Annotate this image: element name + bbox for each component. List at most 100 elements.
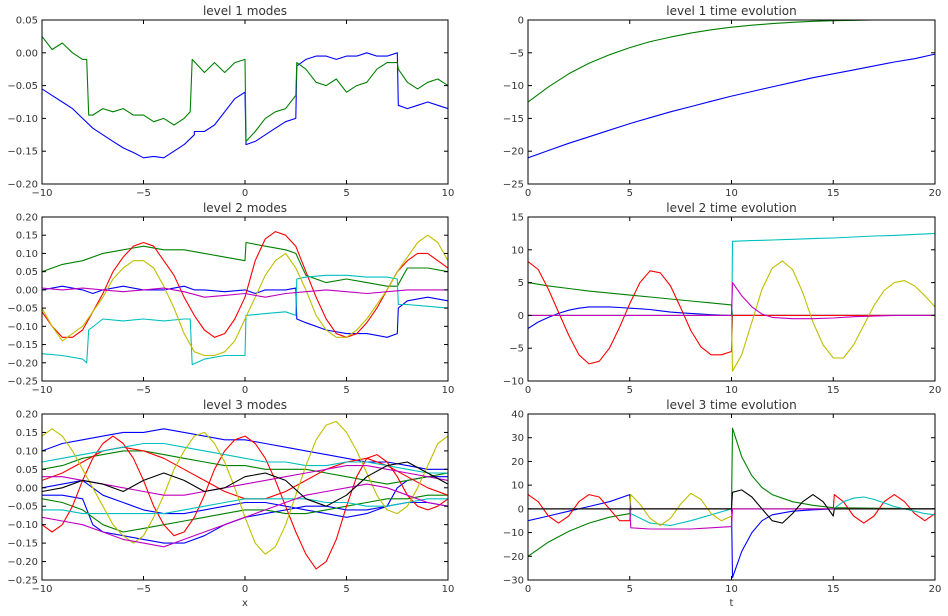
- y-tick-label: 30: [511, 433, 524, 444]
- y-tick-label: 0.05: [16, 465, 38, 476]
- subplot-2: 0 5 10 15 20 −25 −20 −15 −10 −5 0 level 1 time evol…: [503, 4, 941, 199]
- series-line-1: [42, 428, 448, 470]
- y-tick-label: 10: [511, 481, 524, 492]
- subplot-6: 0 5 10 15 20 −30 −20 −10 0 10 20 30 40 level 3 time e…: [503, 398, 941, 609]
- y-tick-label: −25: [503, 180, 524, 191]
- y-tick-label: −0.05: [7, 304, 38, 315]
- y-tick-label: 0: [518, 504, 524, 515]
- series-line-3: [42, 231, 448, 338]
- x-tick-label: 15: [827, 385, 840, 396]
- y-tick-label: −0.15: [7, 147, 38, 158]
- y-tick-label: 0: [518, 16, 524, 27]
- y-tick-label: −10: [503, 81, 524, 92]
- y-tick-label: −20: [503, 552, 524, 563]
- x-tick-label: 10: [725, 188, 738, 199]
- x-tick-label: 20: [929, 584, 942, 595]
- series-line-11: [42, 483, 448, 548]
- x-tick-label: 5: [627, 584, 633, 595]
- subplot-5: −10 −5 0 5 10 −0.25 −0.20 −0.15 −0.10 −0.05 0.00 0.…: [7, 398, 454, 609]
- series-group: [42, 36, 448, 159]
- y-tick-label: −0.10: [7, 520, 38, 531]
- x-tick-label: 10: [442, 584, 455, 595]
- x-tick-label: 15: [827, 584, 840, 595]
- series-group: [528, 232, 935, 372]
- series-line-2: [42, 241, 448, 287]
- subplot-title: level 1 time evolution: [666, 4, 796, 18]
- x-tick-label: 10: [442, 188, 455, 199]
- y-tick-label: 0.10: [16, 249, 38, 260]
- x-tick-label: 15: [827, 188, 840, 199]
- series-group: [42, 231, 448, 366]
- x-tick-label: −10: [31, 584, 52, 595]
- series-line-1: [528, 53, 935, 159]
- series-line-2: [528, 427, 935, 557]
- x-tick-label: 0: [242, 584, 248, 595]
- y-tick-label: −10: [503, 528, 524, 539]
- series-line-1: [42, 285, 448, 338]
- series-line-6: [42, 435, 448, 570]
- y-tick-label: −0.20: [7, 358, 38, 369]
- y-tick-label: −20: [503, 147, 524, 158]
- y-tick-label: −5: [509, 48, 524, 59]
- x-tick-label: 10: [725, 385, 738, 396]
- series-line-12: [42, 465, 448, 496]
- y-tick-label: −15: [503, 114, 524, 125]
- y-tick-label: −0.05: [7, 81, 38, 92]
- subplot-title: level 3 time evolution: [666, 398, 796, 412]
- y-tick-label: −0.25: [7, 377, 38, 388]
- subplot-title: level 3 modes: [203, 398, 287, 412]
- x-tick-label: −5: [136, 385, 151, 396]
- series-line-7: [528, 489, 935, 524]
- x-tick-label: 5: [627, 385, 633, 396]
- x-axis-label: t: [730, 598, 734, 609]
- y-tick-label: −0.20: [7, 180, 38, 191]
- series-line-3: [528, 261, 935, 365]
- x-tick-label: −5: [136, 584, 151, 595]
- subplot-3: −10 −5 0 5 10 −0.25 −0.20 −0.15 −0.10 −0.05 0.00 0.…: [7, 201, 454, 396]
- y-tick-label: −0.20: [7, 557, 38, 568]
- series-line-3: [42, 479, 448, 518]
- x-tick-label: −10: [31, 385, 52, 396]
- y-tick-label: 0.00: [16, 285, 38, 296]
- series-line-6: [42, 287, 448, 298]
- y-tick-label: 40: [511, 410, 524, 421]
- x-tick-label: 5: [343, 385, 349, 396]
- series-line-1: [528, 494, 935, 579]
- y-tick-label: 0.20: [16, 410, 38, 421]
- y-tick-label: 0.00: [16, 48, 38, 59]
- series-group: [528, 427, 935, 579]
- y-tick-label: 0: [518, 311, 524, 322]
- series-line-6: [528, 282, 935, 320]
- y-tick-label: −30: [503, 576, 524, 587]
- y-tick-label: −0.05: [7, 502, 38, 513]
- x-tick-label: 5: [343, 188, 349, 199]
- subplot-1: −10 −5 0 5 10 −0.20 −0.15 −0.10 −0.05 0.00 0.05 lev…: [7, 4, 454, 199]
- y-tick-label: 0.05: [16, 16, 38, 27]
- series-line-1: [528, 306, 935, 329]
- plot-frame: [41, 216, 449, 382]
- y-tick-label: 0.10: [16, 446, 38, 457]
- subplot-4: 0 5 10 15 20 −10 −5 0 5 10 15 level 2 time evolutio…: [503, 201, 941, 396]
- y-tick-label: 5: [518, 278, 524, 289]
- plot-frame: [527, 19, 936, 185]
- y-tick-label: 20: [511, 457, 524, 468]
- y-tick-label: 0.05: [16, 267, 38, 278]
- y-tick-label: −0.25: [7, 576, 38, 587]
- series-line-4: [42, 274, 448, 366]
- subplot-title: level 1 modes: [203, 4, 287, 18]
- series-line-5: [528, 260, 935, 372]
- y-tick-label: 0.20: [16, 213, 38, 224]
- y-tick-label: −0.15: [7, 539, 38, 550]
- y-tick-label: 10: [511, 245, 524, 256]
- x-axis-label: x: [242, 598, 248, 609]
- y-tick-label: −0.10: [7, 322, 38, 333]
- subplot-title: level 2 modes: [203, 201, 287, 215]
- y-tick-label: 0.15: [16, 231, 38, 242]
- x-tick-label: 20: [929, 188, 942, 199]
- x-tick-label: 5: [627, 188, 633, 199]
- y-tick-label: −10: [503, 377, 524, 388]
- x-tick-label: 0: [525, 584, 531, 595]
- x-tick-label: 10: [725, 584, 738, 595]
- x-tick-label: −10: [31, 188, 52, 199]
